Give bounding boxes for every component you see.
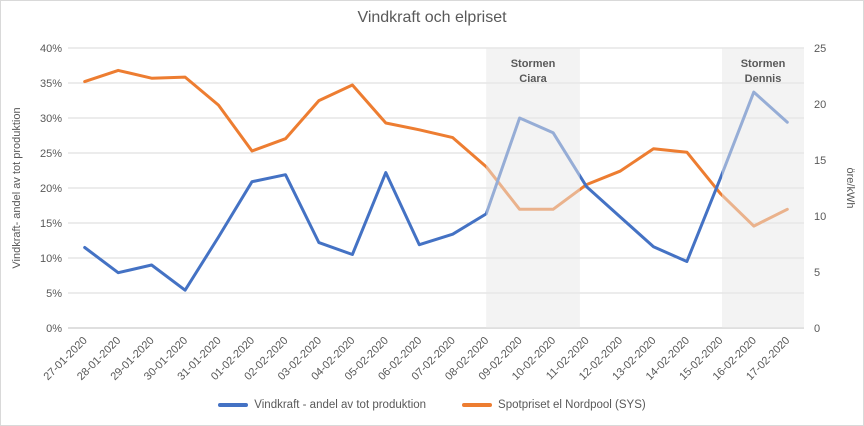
storm-band-label: Dennis	[745, 73, 782, 85]
storm-band-dennis	[722, 48, 804, 328]
legend-item-spotpris: Spotpriset el Nordpool (SYS)	[462, 399, 646, 411]
left-axis-tick: 5%	[46, 288, 62, 300]
storm-band-ciara	[486, 48, 580, 328]
left-axis-tick: 25%	[40, 148, 62, 160]
storm-band-label: Ciara	[519, 73, 547, 85]
chart-legend: Vindkraft - andel av tot produktion Spotp…	[1, 399, 863, 411]
right-axis-tick: 20	[814, 99, 826, 111]
legend-item-vindkraft: Vindkraft - andel av tot produktion	[218, 399, 426, 411]
right-axis-tick: 15	[814, 155, 826, 167]
legend-label: Spotpriset el Nordpool (SYS)	[498, 399, 646, 411]
series-line-spotpris	[83, 68, 789, 228]
left-axis-tick: 15%	[40, 218, 62, 230]
storm-band-label: Stormen	[511, 58, 556, 70]
left-axis-tick: 30%	[40, 113, 62, 125]
legend-label: Vindkraft - andel av tot produktion	[254, 399, 427, 411]
chart-title: Vindkraft och elpriset	[357, 9, 507, 26]
legend-line-swatch	[462, 403, 493, 407]
legend-line-swatch	[218, 403, 249, 407]
storm-band-label: Stormen	[741, 58, 786, 70]
left-axis-tick: 35%	[40, 78, 62, 90]
left-axis-tick: 40%	[40, 43, 62, 55]
right-axis-tick: 25	[814, 43, 826, 55]
right-axis-tick: 5	[814, 267, 820, 279]
left-axis-tick: 0%	[46, 323, 62, 335]
right-axis-tick: 10	[814, 211, 826, 223]
left-axis-tick: 10%	[40, 253, 62, 265]
series-line-vindkraft	[83, 90, 789, 292]
right-axis-tick: 0	[814, 323, 820, 335]
left-axis-tick: 20%	[40, 183, 62, 195]
